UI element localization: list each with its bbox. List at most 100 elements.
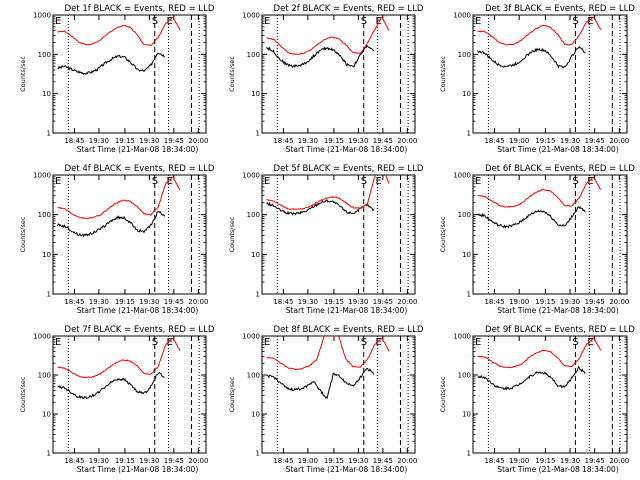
y-axis-label: Counts/sec	[19, 376, 27, 412]
x-axis-label: Start Time (21-Mar-08 18:34:00)	[286, 465, 408, 474]
lld-series-line	[477, 176, 602, 208]
y-tick-label: 1000	[453, 333, 471, 341]
panel-title: Det 4f BLACK = Events, RED = LLD	[65, 164, 215, 174]
x-axis-label: Start Time (21-Mar-08 18:34:00)	[497, 145, 619, 154]
x-tick-label: 19:15	[115, 457, 135, 465]
y-tick-label: 1	[256, 450, 260, 458]
x-axis-label: Start Time (21-Mar-08 18:34:00)	[77, 145, 199, 154]
y-tick-label: 1000	[242, 172, 260, 180]
marker-e-label-left: E	[475, 176, 481, 187]
y-tick-label: 100	[38, 372, 51, 380]
x-axis-label: Start Time (21-Mar-08 18:34:00)	[497, 306, 619, 315]
y-axis-label: Counts/sec	[19, 216, 27, 252]
plot-frame	[52, 14, 207, 134]
y-tick-label: 100	[38, 51, 51, 59]
marker-s-label: S	[572, 176, 578, 187]
y-axis-label: Counts/sec	[228, 376, 236, 412]
x-tick-label: 18:45	[484, 137, 504, 145]
x-tick-label: 19:15	[115, 137, 135, 145]
panel-title: Det 7f BLACK = Events, RED = LLD	[65, 325, 215, 335]
x-tick-label: 19:30	[139, 457, 159, 465]
x-tick-label: 20:00	[188, 457, 208, 465]
marker-e-label: E	[376, 176, 382, 187]
y-tick-label: 1	[467, 291, 471, 299]
events-series-line	[266, 367, 375, 400]
marker-e-label-left: E	[55, 176, 61, 187]
x-axis-label: Start Time (21-Mar-08 18:34:00)	[497, 465, 619, 474]
x-tick-label: 19:45	[373, 457, 393, 465]
x-axis-label: Start Time (21-Mar-08 18:34:00)	[77, 306, 199, 315]
detector-panel-7: Det 7f BLACK = Events, RED = LLD 1 10 100 10…	[19, 325, 215, 474]
detector-panel-8: Det 8f BLACK = Events, RED = LLD 1 10 100 10…	[228, 325, 424, 474]
y-axis-label: Counts/sec	[439, 376, 447, 412]
x-axis-label: Start Time (21-Mar-08 18:34:00)	[286, 306, 408, 315]
marker-s-label: S	[361, 16, 367, 27]
x-tick-label: 19:30	[89, 137, 109, 145]
x-tick-label: 20:00	[188, 137, 208, 145]
events-series-line	[57, 371, 165, 400]
plot-frame	[261, 174, 416, 295]
detector-panel-6: Det 6f BLACK = Events, RED = LLD 1 10 100 10…	[439, 164, 635, 315]
x-axis-label: Start Time (21-Mar-08 18:34:00)	[77, 465, 199, 474]
marker-e-label-left: E	[264, 176, 270, 187]
x-tick-label: 19:30	[89, 457, 109, 465]
x-tick-label: 19:30	[348, 457, 368, 465]
plot-frame	[52, 335, 207, 454]
x-tick-label: 19:45	[164, 457, 184, 465]
y-tick-label: 1000	[242, 12, 260, 20]
marker-e-label: E	[376, 337, 382, 348]
x-tick-label: 20:00	[397, 137, 417, 145]
plot-frame	[472, 174, 628, 295]
x-tick-label: 19:15	[535, 298, 555, 306]
x-tick-label: 19:45	[373, 298, 393, 306]
marker-e-label: E	[167, 16, 173, 27]
x-tick-label: 19:30	[560, 457, 580, 465]
y-tick-label: 1000	[33, 333, 51, 341]
marker-e-label: E	[587, 337, 593, 348]
x-tick-label: 19:30	[298, 137, 318, 145]
y-tick-label: 1	[47, 291, 51, 299]
x-tick-label: 19:15	[324, 137, 344, 145]
panel-title: Det 5f BLACK = Events, RED = LLD	[274, 164, 424, 174]
y-tick-label: 1	[47, 130, 51, 138]
detector-panel-3: Det 3f BLACK = Events, RED = LLD 1 10 100 10…	[439, 4, 635, 154]
x-tick-label: 19:45	[585, 298, 605, 306]
y-tick-label: 100	[247, 51, 260, 59]
y-tick-label: 10	[251, 411, 260, 419]
x-tick-label: 19:45	[164, 137, 184, 145]
x-tick-label: 19:30	[139, 298, 159, 306]
x-tick-label: 19:30	[348, 298, 368, 306]
y-tick-label: 1	[467, 450, 471, 458]
y-tick-label: 10	[462, 90, 471, 98]
marker-e-label: E	[167, 337, 173, 348]
y-tick-label: 10	[251, 251, 260, 259]
panel-title: Det 6f BLACK = Events, RED = LLD	[485, 164, 635, 174]
marker-e-label-left: E	[55, 337, 61, 348]
x-tick-label: 20:00	[397, 298, 417, 306]
y-tick-label: 1000	[33, 12, 51, 20]
y-tick-label: 1000	[242, 333, 260, 341]
lld-series-line	[57, 17, 181, 47]
y-tick-label: 10	[42, 411, 51, 419]
x-tick-label: 18:45	[273, 137, 293, 145]
marker-s-label: S	[152, 176, 158, 187]
marker-s-label: S	[572, 16, 578, 27]
marker-s-label: S	[361, 337, 367, 348]
plot-frame	[52, 174, 207, 295]
detector-panel-9: Det 9f BLACK = Events, RED = LLD 1 10 100 10…	[439, 325, 635, 474]
y-axis-label: Counts/sec	[228, 56, 236, 92]
events-series-line	[266, 198, 375, 216]
lld-series-line	[477, 337, 602, 369]
events-series-line	[477, 206, 586, 229]
x-tick-label: 19:15	[324, 298, 344, 306]
marker-s-label: S	[152, 16, 158, 27]
marker-s-label: S	[572, 337, 578, 348]
y-tick-label: 10	[251, 90, 260, 98]
x-tick-label: 19:45	[585, 457, 605, 465]
x-tick-label: 18:45	[273, 457, 293, 465]
detector-panel-1: Det 1f BLACK = Events, RED = LLD 1 10 100 10…	[19, 4, 215, 154]
y-tick-label: 100	[458, 372, 471, 380]
events-series-line	[266, 44, 374, 68]
y-axis-label: Counts/sec	[19, 56, 27, 92]
